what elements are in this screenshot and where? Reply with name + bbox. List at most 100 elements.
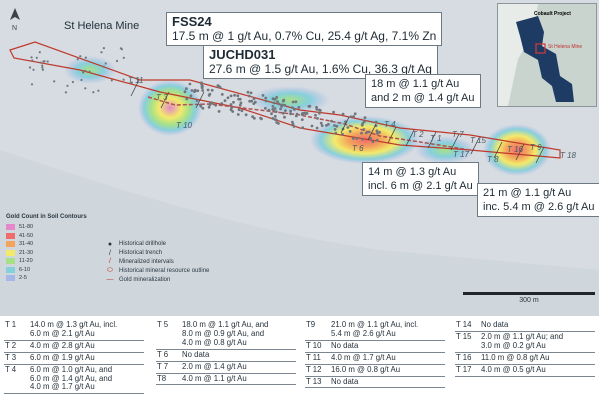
drillhole-marker [362, 120, 366, 124]
drillhole-marker [346, 126, 350, 129]
trench-id: T 4 [5, 364, 17, 374]
trench-id: T 12 [306, 364, 322, 374]
trench-result: 6.0 m @ 1.0 g/t Au, and 6.0 m @ 1.4 g/t … [30, 364, 113, 392]
drillhole-marker [53, 80, 56, 83]
drillhole-marker [82, 71, 85, 74]
drillhole-marker [42, 60, 45, 63]
drillhole-marker [253, 116, 256, 120]
trench-marker [535, 146, 545, 164]
results-column: T 5 18.0 m @ 1.1 g/t Au, and 8.0 m @ 0.9 … [156, 320, 296, 386]
table-row: T9 21.0 m @ 1.1 g/t Au, incl. 5.4 m @ 2.6… [305, 320, 445, 341]
drillhole-marker [272, 101, 276, 105]
scale-bar-label: 300 m [519, 297, 539, 304]
legend-item-interval: / Mineralized intervals [104, 258, 209, 267]
drillhole-marker [310, 124, 314, 128]
drillhole-marker [206, 88, 210, 92]
symbol-legend: ● Historical drillhole / Historical trench… [104, 240, 210, 284]
callout-juchd031-title: JUCHD031 [209, 47, 276, 62]
trench-result: 18.0 m @ 1.1 g/t Au, and 8.0 m @ 0.9 g/t… [182, 320, 269, 347]
drillhole-marker [277, 102, 281, 106]
legend-class: 51-80 [6, 223, 87, 232]
drillhole-marker [315, 105, 318, 109]
trench-marker [340, 116, 350, 134]
drillhole-marker [115, 59, 119, 63]
trench-id: T9 [306, 320, 316, 329]
legend-swatch [6, 266, 15, 273]
drillhole-marker [185, 87, 188, 90]
drillhole-marker [201, 106, 205, 110]
drillhole-marker [120, 48, 123, 51]
inset-map: Cobault Project St Helena Mine [497, 3, 597, 107]
drillhole-marker [28, 66, 32, 69]
trench-marker [493, 141, 503, 159]
inset-map-graphic [498, 4, 574, 106]
drillhole-marker [319, 121, 323, 125]
drillhole-marker [333, 127, 337, 131]
drillhole-marker [271, 105, 275, 108]
drillhole-marker [236, 113, 240, 116]
drillhole-marker [361, 122, 365, 125]
legend-class-label: 11-20 [19, 258, 33, 265]
drillhole-marker [327, 122, 330, 126]
legend-label: Gold mineralization [119, 276, 171, 283]
trench-label: T 9 [530, 143, 542, 152]
drillhole-marker [41, 64, 44, 67]
drillhole-marker [201, 84, 204, 88]
drillhole-marker [352, 115, 355, 118]
gold-line-icon: — [106, 276, 114, 284]
drillhole-marker [223, 99, 227, 103]
legend-label: Historical drillhole [119, 241, 167, 248]
drillhole-marker [361, 137, 364, 141]
drillhole-marker [84, 87, 87, 90]
place-label-st-helena-mine: St Helena Mine [64, 20, 140, 32]
callout-line: inc. 5.4 m @ 2.6 g/t Au [483, 201, 595, 213]
table-row: T 4 6.0 m @ 1.0 g/t Au, and 6.0 m @ 1.4 g… [4, 365, 144, 395]
table-row: T8 4.0 m @ 1.1 g/t Au [156, 374, 296, 386]
table-row: T 12 16.0 m @ 0.8 g/t Au [305, 365, 445, 377]
inset-mine-label: St Helena Mine [548, 44, 583, 50]
drillhole-marker [271, 117, 275, 120]
legend-label: Historical mineral resource outline [119, 267, 210, 274]
legend-class-label: 31-40 [19, 241, 34, 248]
trench-label: T 3 [156, 93, 168, 102]
drillhole-marker [92, 91, 95, 94]
drillhole-marker [64, 91, 67, 94]
drillhole-marker [319, 109, 322, 112]
drillhole-marker [102, 47, 105, 50]
drillhole-marker [292, 125, 296, 128]
trench-label: T 6 [352, 144, 364, 153]
drillhole-marker [349, 115, 353, 119]
trench-id: T8 [157, 373, 167, 383]
trench-label: T 7 [452, 130, 464, 139]
drillhole-marker [193, 88, 197, 92]
drillhole-marker [230, 106, 234, 109]
trench-marker [130, 79, 140, 97]
drillhole-marker [214, 103, 218, 107]
drillhole-marker [333, 124, 336, 127]
drillhole-marker [217, 84, 220, 88]
north-arrow-icon: N [10, 8, 20, 32]
trench-result: No data [481, 320, 509, 329]
trench-label: T 8 [487, 155, 499, 164]
drillhole-marker [229, 103, 233, 106]
drillhole-marker [249, 91, 253, 95]
legend-swatch [6, 275, 15, 282]
table-row: T 10 No data [305, 341, 445, 353]
drillhole-marker [76, 58, 79, 61]
legend-item-drillhole: ● Historical drillhole [104, 240, 209, 249]
drillhole-marker [217, 110, 221, 113]
trench-marker [405, 129, 415, 147]
drillhole-marker [190, 89, 194, 92]
legend-class-label: 21-30 [19, 249, 34, 256]
trench-marker [515, 143, 525, 161]
drillhole-marker [297, 106, 301, 109]
trench-marker [427, 131, 437, 149]
drillhole-marker [275, 96, 279, 99]
drillhole-marker [281, 99, 285, 103]
drillhole-marker [189, 94, 193, 98]
drillhole-marker [220, 102, 224, 105]
drillhole-marker [201, 89, 205, 92]
drillhole-marker [261, 94, 265, 97]
drillhole-marker [271, 108, 275, 111]
legend-swatch [6, 249, 15, 256]
